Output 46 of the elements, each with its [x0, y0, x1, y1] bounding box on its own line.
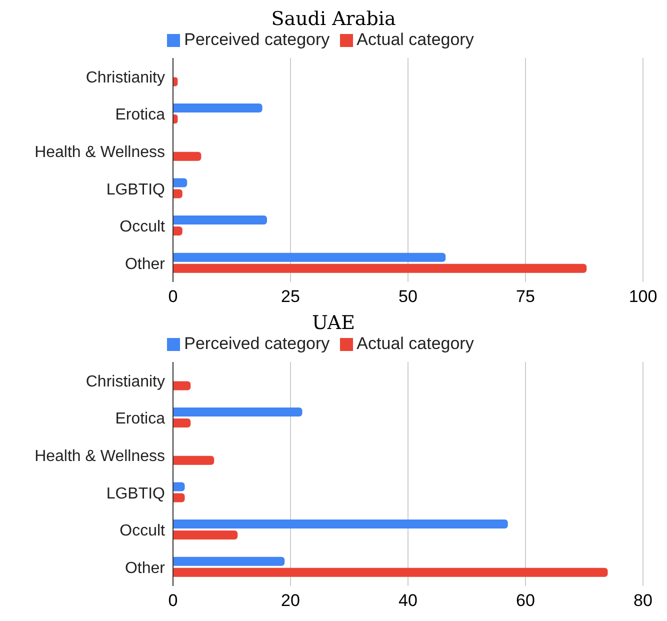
y-tick-label: Other — [124, 256, 166, 274]
chart-title: Saudi Arabia — [270, 8, 397, 30]
bar — [173, 568, 608, 577]
x-tick-label: 0 — [168, 287, 178, 306]
bar — [173, 152, 202, 161]
y-tick-label: Health & Wellness — [34, 448, 165, 466]
bar — [173, 189, 182, 198]
bar — [173, 252, 446, 262]
bar — [173, 520, 508, 529]
bar — [173, 104, 262, 113]
y-tick-label: Occult — [120, 522, 166, 540]
y-tick-label: Erotica — [115, 410, 166, 428]
x-tick-label: 60 — [516, 591, 535, 610]
y-tick-label: Christianity — [86, 373, 165, 390]
bar — [173, 264, 587, 273]
bar — [173, 178, 188, 188]
chart-title: UAE — [310, 312, 356, 334]
y-tick-label: Christianity — [86, 69, 165, 86]
x-tick-label: 20 — [281, 591, 300, 610]
y-tick-label: Other — [124, 560, 166, 578]
x-tick-label: 50 — [398, 287, 418, 306]
x-tick-label: 0 — [168, 591, 178, 610]
bar — [173, 381, 191, 390]
bar — [173, 482, 185, 492]
legend-label: Perceived category — [184, 334, 330, 353]
bar — [173, 456, 214, 465]
x-tick-label: 100 — [628, 287, 658, 306]
x-tick-label: 75 — [516, 287, 535, 306]
legend-label: Actual category — [356, 334, 474, 353]
legend-label: Actual category — [356, 30, 474, 49]
bar — [173, 226, 182, 236]
x-tick-label: 25 — [281, 287, 300, 306]
y-tick-label: Health & Wellness — [34, 144, 165, 162]
y-tick-label: Erotica — [115, 106, 166, 124]
bar — [173, 493, 185, 502]
bar — [173, 418, 191, 428]
bar — [173, 408, 302, 417]
bar — [173, 530, 238, 540]
bar — [173, 556, 285, 566]
bar — [173, 216, 267, 225]
legend-label: Perceived category — [184, 30, 330, 49]
x-tick-label: 80 — [634, 591, 652, 610]
x-tick-label: 40 — [398, 591, 418, 610]
y-tick-label: Occult — [120, 218, 166, 236]
y-tick-label: LGBTIQ — [106, 181, 165, 198]
y-tick-label: LGBTIQ — [106, 485, 165, 502]
